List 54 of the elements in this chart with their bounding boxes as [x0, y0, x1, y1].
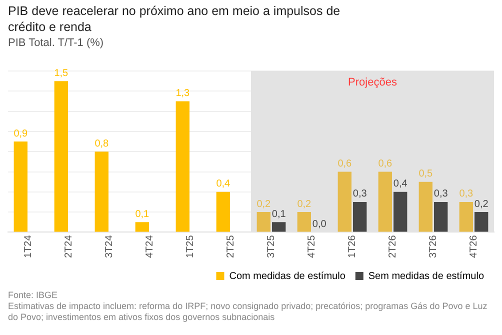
- bar: [94, 152, 108, 232]
- x-tick-label: 2T26: [388, 234, 398, 258]
- data-label: 1,5: [54, 68, 69, 79]
- bar: [418, 182, 432, 232]
- x-tick-label: 1T25: [185, 234, 196, 258]
- bar: [434, 202, 448, 232]
- data-label: 0,2: [474, 198, 489, 210]
- legend-label: Sem medidas de estímulo: [368, 270, 484, 282]
- bar: [474, 212, 488, 232]
- data-label: 0,6: [378, 158, 393, 170]
- data-label: 0,2: [256, 198, 272, 210]
- x-tick-label: 4T25: [306, 234, 318, 258]
- data-label: 0,6: [338, 158, 352, 170]
- bar: [272, 222, 286, 232]
- chart-title: PIB deve reacelerar no próximo ano em meio a impulsos de crédito e renda: [8, 3, 342, 35]
- bar: [256, 212, 270, 232]
- data-label: 0,3: [459, 188, 474, 200]
- bar: [14, 142, 28, 232]
- x-tick-label: 4T24: [144, 234, 156, 258]
- x-tick-label: 3T26: [428, 234, 439, 258]
- data-label: 0,8: [94, 138, 110, 150]
- band-label: Projeções: [348, 76, 398, 89]
- bar: [297, 212, 311, 232]
- data-label: 0,3: [434, 188, 448, 200]
- data-label: 0,3: [352, 188, 368, 200]
- data-label: 0,5: [418, 168, 434, 180]
- text: Estimativas de impacto incluem: reforma do IRPF; novo consignado privado; precatórios; programas Gás do Povo e Luz do Povo; investimentos em ativos fixos dos governos subnacionais: [8, 301, 488, 323]
- x-tick-label: 1T24: [23, 234, 34, 258]
- x-tick-label: 3T25: [266, 234, 277, 258]
- bar: [54, 81, 68, 232]
- bar: [394, 192, 408, 232]
- data-label: 0,1: [272, 208, 286, 220]
- bar: [176, 101, 190, 232]
- bar: [378, 172, 392, 232]
- x-tick-label: 4T26: [468, 234, 480, 258]
- x-tick-label: 1T26: [347, 234, 358, 258]
- bar: [459, 202, 473, 232]
- data-label: 1,3: [176, 88, 190, 99]
- bar: [338, 172, 352, 232]
- chart-subtitle: PIB Total. T/T-1 (%): [8, 37, 104, 49]
- bar: [216, 192, 230, 232]
- bar: [353, 202, 367, 232]
- source-note: Fonte: IBGE: [8, 290, 59, 301]
- x-tick-label: 2T25: [226, 234, 236, 258]
- bar: [135, 222, 149, 232]
- data-label: 0,2: [297, 198, 312, 210]
- data-label: 0,9: [14, 128, 28, 140]
- legend-label: Com medidas de estímulo: [229, 270, 346, 282]
- x-tick-label: 3T24: [104, 234, 115, 258]
- data-label: 0,4: [393, 178, 408, 190]
- data-label: 0,0: [312, 218, 327, 230]
- data-label: 0,1: [135, 208, 150, 220]
- data-label: 0,4: [216, 178, 231, 190]
- x-tick-label: 2T24: [64, 234, 74, 258]
